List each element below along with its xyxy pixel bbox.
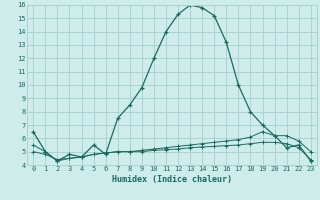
X-axis label: Humidex (Indice chaleur): Humidex (Indice chaleur) — [112, 175, 232, 184]
